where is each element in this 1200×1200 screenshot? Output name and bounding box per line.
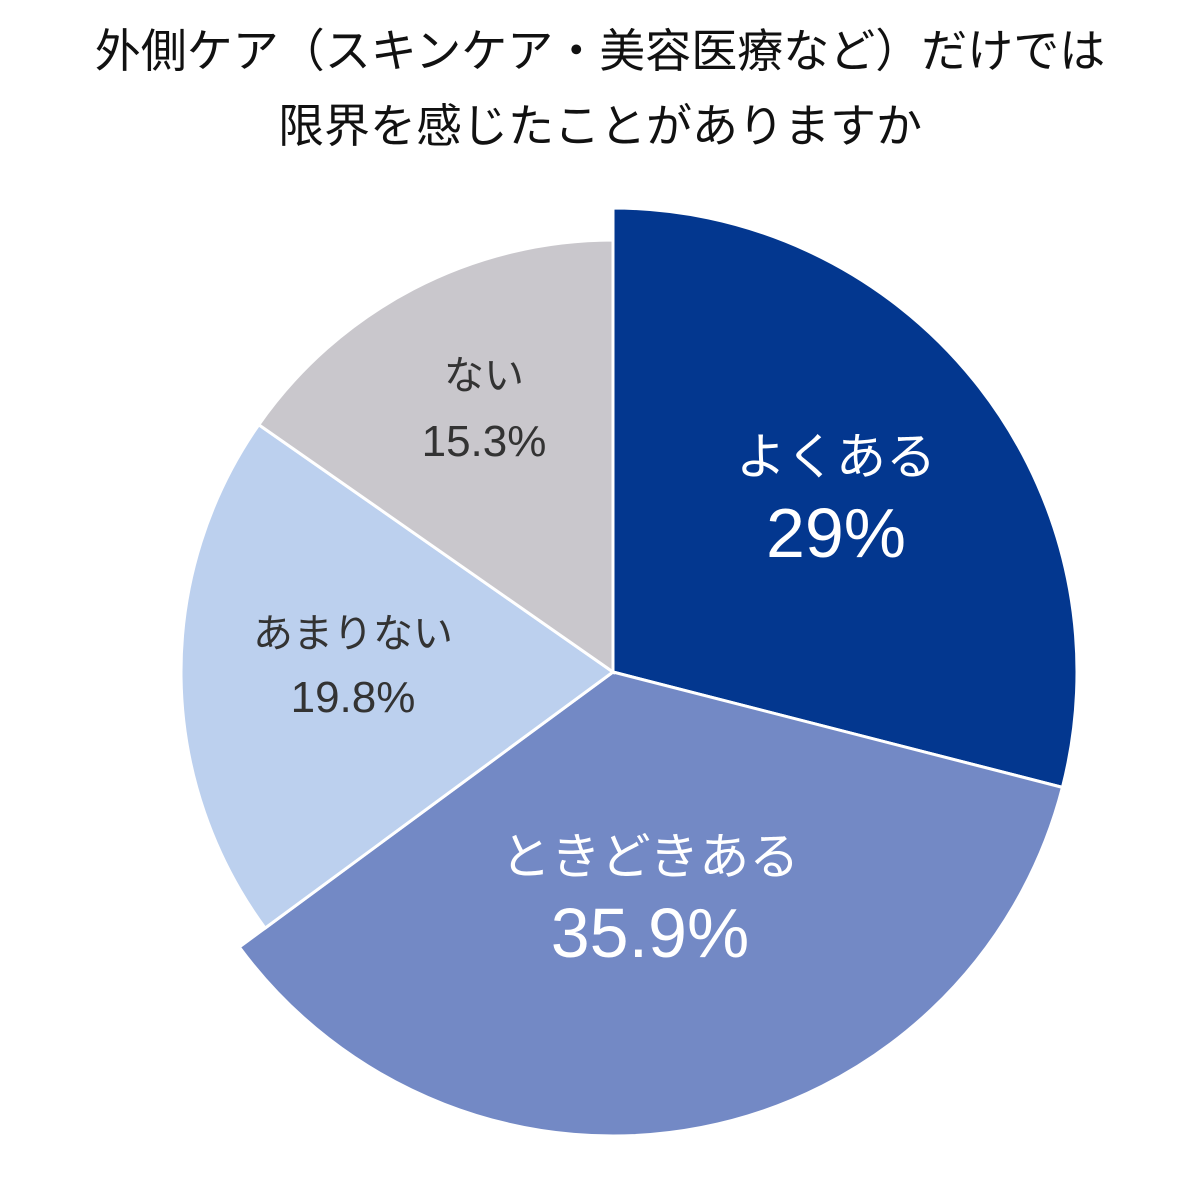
slice-value: 35.9% (550, 894, 750, 972)
slice-value: 19.8% (290, 673, 416, 722)
slice-name: よくある (736, 428, 936, 486)
slice-name: ときどきある (500, 828, 800, 886)
chart-title-line-1: 外側ケア（スキンケア・美容医療など）だけでは (94, 24, 1106, 78)
label-tokidoki-aru: ときどきある 35.9% (501, 832, 800, 968)
slice-name: ない (443, 353, 524, 399)
slice-tokidoki-aru (237, 670, 1065, 1138)
slice-yoku-aru (611, 206, 1079, 790)
label-yoku-aru: よくある 29% (736, 432, 936, 568)
label-nai: ない 15.3% (422, 356, 547, 464)
slice-value: 29% (765, 494, 907, 572)
chart-title-line-2: 限界を感じたことがありますか (278, 99, 922, 153)
slice-nai (256, 238, 615, 675)
slice-value: 15.3% (421, 417, 547, 466)
slice-name: あまりない (253, 611, 453, 657)
label-amari-nai: あまりない 19.8% (253, 614, 453, 720)
slice-amari-nai (179, 422, 616, 931)
